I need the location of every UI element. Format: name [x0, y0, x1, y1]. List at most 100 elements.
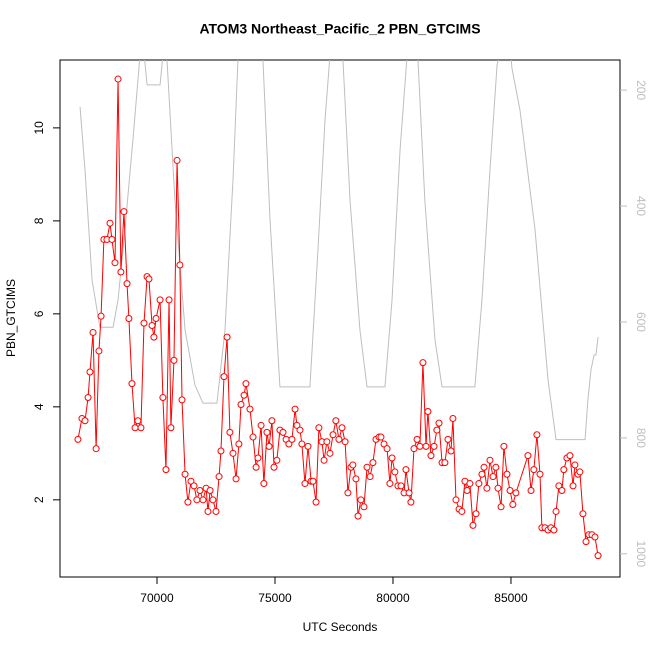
data-point: [199, 496, 207, 504]
data-point: [407, 498, 415, 506]
data-point: [472, 510, 480, 518]
data-point: [338, 424, 346, 432]
data-point: [427, 452, 435, 460]
data-point: [270, 463, 278, 471]
data-point: [326, 449, 334, 457]
data-point: [369, 459, 377, 467]
data-point: [500, 442, 508, 450]
data-point: [145, 275, 153, 283]
data-point: [320, 456, 328, 464]
data-point: [357, 496, 365, 504]
data-point: [268, 417, 276, 425]
data-point: [137, 424, 145, 432]
data-point: [95, 347, 103, 355]
data-point: [344, 489, 352, 497]
data-point: [527, 487, 535, 495]
data-point: [591, 533, 599, 541]
data-point: [232, 475, 240, 483]
data-point: [571, 461, 579, 469]
data-point: [206, 487, 214, 495]
data-point: [377, 433, 385, 441]
data-point: [576, 468, 584, 476]
data-point: [413, 435, 421, 443]
data-point: [257, 421, 265, 429]
data-point: [430, 442, 438, 450]
data-point: [220, 373, 228, 381]
data-point: [120, 208, 128, 216]
data-point: [363, 463, 371, 471]
data-point: [131, 424, 139, 432]
data-point: [123, 280, 131, 288]
data-point: [117, 268, 125, 276]
data-point: [397, 482, 405, 490]
data-point: [335, 435, 343, 443]
data-point: [162, 466, 170, 474]
data-point: [560, 466, 568, 474]
data-point: [489, 473, 497, 481]
y-tick-label: 8: [32, 217, 46, 224]
data-point: [254, 454, 262, 462]
y-tick-label: 2: [32, 496, 46, 503]
data-point: [217, 447, 225, 455]
x-tick-label: 85000: [494, 591, 528, 605]
data-point: [419, 359, 427, 367]
data-point: [354, 512, 362, 520]
data-point: [424, 407, 432, 415]
data-point: [184, 498, 192, 506]
data-point: [176, 261, 184, 269]
data-point: [114, 75, 122, 83]
data-point: [106, 219, 114, 227]
y2-tick-label: 600: [634, 312, 648, 332]
data-point: [533, 431, 541, 439]
data-point: [422, 442, 430, 450]
data-point: [298, 440, 306, 448]
data-point: [315, 424, 323, 432]
data-point: [366, 473, 374, 481]
y2-tick-label: 1000: [634, 540, 648, 567]
y-axis-label: PBN_GTCIMS: [4, 279, 18, 357]
data-point: [97, 312, 105, 320]
data-point: [150, 333, 158, 341]
data-point: [512, 489, 520, 497]
data-point: [569, 482, 577, 490]
data-point: [435, 419, 443, 427]
data-point: [260, 480, 268, 488]
x-tick-label: 70000: [140, 591, 174, 605]
data-point: [190, 482, 198, 490]
data-point: [304, 442, 312, 450]
data-point: [405, 489, 413, 497]
data-point: [349, 461, 357, 469]
data-point: [329, 431, 337, 439]
data-point: [170, 356, 178, 364]
data-point: [204, 507, 212, 515]
data-point: [550, 526, 558, 534]
data-point: [252, 463, 260, 471]
data-point: [215, 473, 223, 481]
y-tick-label: 4: [32, 403, 46, 410]
y-tick-label: 6: [32, 310, 46, 317]
data-point: [229, 449, 237, 457]
data-point: [165, 296, 173, 304]
data-point: [89, 328, 97, 336]
data-point: [566, 452, 574, 460]
data-point: [156, 296, 164, 304]
data-point: [582, 538, 590, 546]
data-point: [494, 484, 502, 492]
data-point: [483, 484, 491, 492]
data-point: [209, 496, 217, 504]
data-point: [332, 417, 340, 425]
data-point: [152, 315, 160, 322]
data-point: [536, 470, 544, 478]
data-point: [263, 428, 271, 436]
data-point: [74, 435, 82, 443]
y2-tick-label: 200: [634, 80, 648, 100]
data-point: [506, 487, 514, 495]
y2-tick-label: 400: [634, 196, 648, 216]
data-point: [386, 480, 394, 488]
data-point: [265, 442, 273, 450]
data-point: [497, 503, 505, 511]
data-point: [193, 496, 201, 504]
